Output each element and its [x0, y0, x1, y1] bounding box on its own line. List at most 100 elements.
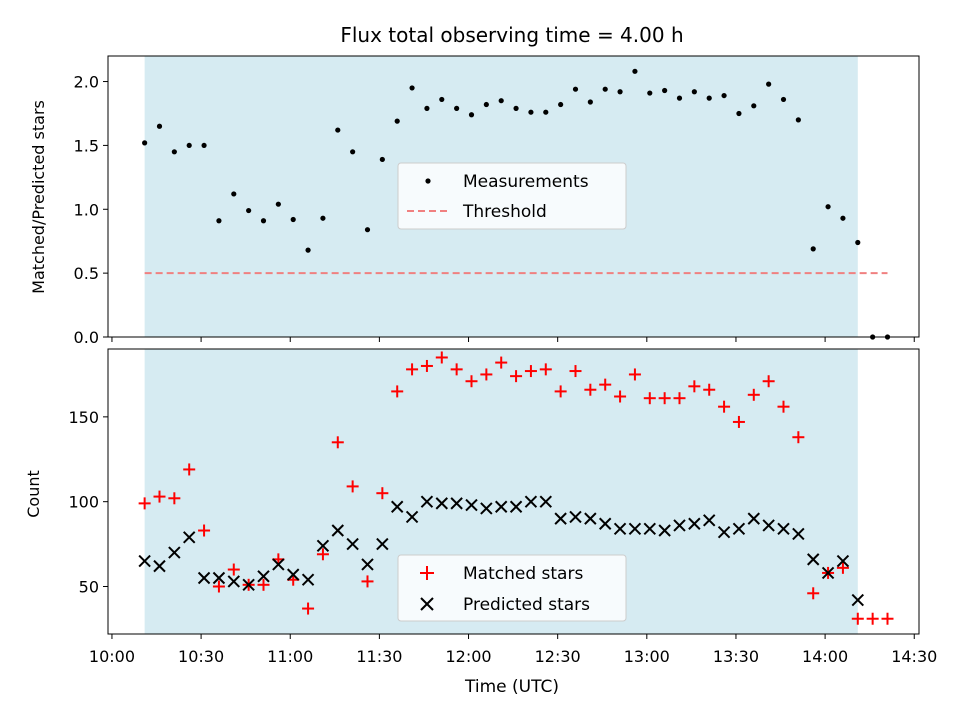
count-panel-frame: [107, 348, 920, 635]
ratio-ytick-label: 1.0: [74, 200, 99, 219]
matched-stars-point: [391, 385, 404, 398]
matched-stars-point: [361, 575, 374, 588]
predicted-stars-point: [153, 559, 166, 573]
measurement-point: [766, 81, 772, 87]
measurement-point: [379, 156, 385, 163]
ratio-panel-frame: [107, 55, 920, 338]
matched-stars-point: [183, 463, 196, 476]
matched-stars-point: [584, 383, 597, 396]
predicted-stars-point: [405, 510, 419, 524]
measurement-point: [260, 218, 267, 224]
matched-stars-point: [302, 602, 315, 615]
ratio-panel: 0.0 0.5 1.0 1.5 2.0 Flux total observing tim…: [29, 23, 920, 347]
matched-stars-point: [376, 487, 389, 500]
predicted-stars-point: [509, 500, 523, 513]
predicted-stars-point: [465, 498, 478, 512]
predicted-stars-point: [346, 537, 359, 551]
matched-stars-point: [718, 400, 731, 413]
matched-stars-point: [762, 375, 775, 388]
matched-stars-point: [212, 580, 225, 593]
predicted-stars-point: [212, 571, 226, 585]
predicted-stars-point: [331, 524, 344, 537]
ratio-ytick-label: 2.0: [74, 73, 99, 92]
xtick-label: 12:30: [535, 647, 581, 666]
measurement-point: [454, 105, 460, 111]
measurement-point: [364, 227, 371, 233]
predicted-stars-point: [688, 517, 701, 530]
predicted-stars-point: [821, 566, 835, 580]
matched-stars-point: [539, 363, 552, 376]
matched-stars-point: [777, 400, 790, 413]
predicted-stars-point: [495, 500, 508, 513]
matched-stars-point: [346, 480, 359, 493]
matched-stars-point: [406, 363, 419, 376]
measurement-point: [855, 239, 861, 246]
measurement-point: [394, 118, 400, 124]
measurement-point: [468, 112, 475, 118]
predicted-stars-point: [242, 578, 255, 592]
matched-stars-point: [643, 392, 656, 405]
x-axis-label: Time (UTC): [464, 677, 559, 697]
predicted-stars-point: [613, 522, 627, 536]
measurement-point: [810, 246, 816, 252]
predicted-stars-point: [732, 522, 746, 536]
predicted-stars-point: [836, 554, 850, 568]
ratio-ytick-label: 0.5: [74, 264, 99, 283]
measurement-point: [350, 149, 356, 155]
predicted-stars-point: [168, 546, 181, 559]
measurement-point: [216, 218, 222, 224]
xtick-label: 10:00: [89, 647, 135, 666]
predicted-stars-point: [420, 495, 434, 508]
xtick-label: 10:30: [178, 647, 224, 666]
matched-stars-point: [866, 612, 879, 625]
measurement-point: [558, 101, 564, 108]
measurement-point: [528, 109, 534, 115]
measurement-point: [587, 99, 593, 105]
ratio-ytick-label: 0.0: [74, 328, 99, 347]
measurement-point: [840, 215, 846, 221]
count-panel: 50 100 150 10:00 10:30 11:00 11:30 12:00 12:30 1…: [24, 348, 937, 697]
predicted-stars-point: [717, 526, 731, 539]
ratio-ytick-label: 1.5: [74, 136, 99, 155]
measurement-point: [676, 95, 683, 101]
legend-measurements-marker: [425, 178, 431, 184]
predicted-stars-point: [777, 522, 790, 536]
matched-stars-point: [198, 524, 211, 537]
predicted-stars-point: [272, 558, 285, 571]
matched-stars-point: [599, 378, 612, 391]
matched-stars-point: [465, 375, 478, 388]
matched-stars-point: [316, 548, 329, 561]
predicted-stars-point: [227, 575, 240, 588]
xtick-label: 14:00: [802, 647, 848, 666]
xtick-label: 11:00: [267, 647, 313, 666]
xtick-label: 13:30: [713, 647, 759, 666]
predicted-stars-point: [138, 554, 151, 568]
predicted-stars-point: [450, 497, 463, 510]
predicted-stars-point: [539, 495, 552, 508]
predicted-stars-point: [197, 571, 211, 585]
xtick-label: 11:30: [356, 647, 402, 666]
measurement-point: [186, 142, 192, 149]
legend-measurements-label: Measurements: [463, 172, 589, 192]
predicted-stars-point: [376, 537, 389, 551]
legend-matched-label: Matched stars: [463, 564, 583, 584]
measurement-point: [409, 85, 415, 91]
predicted-stars-point: [287, 568, 300, 581]
measurement-point: [662, 87, 668, 94]
legend-threshold-label: Threshold: [462, 202, 547, 222]
predicted-stars-point: [643, 522, 656, 536]
predicted-stars-point: [183, 531, 196, 544]
matched-stars-point: [227, 563, 240, 576]
measurement-point: [246, 207, 252, 214]
measurement-point: [335, 127, 341, 133]
matched-stars-point: [153, 490, 166, 503]
predicted-stars-point: [316, 539, 330, 552]
measurement-point: [156, 123, 163, 129]
predicted-stars-point: [257, 570, 270, 583]
measurement-point: [483, 101, 489, 108]
matched-stars-point: [554, 385, 567, 398]
measurement-point: [498, 98, 504, 104]
legend-matched-marker: [420, 566, 434, 580]
count-y-axis-label: Count: [24, 470, 43, 518]
measurement-point: [647, 90, 653, 96]
